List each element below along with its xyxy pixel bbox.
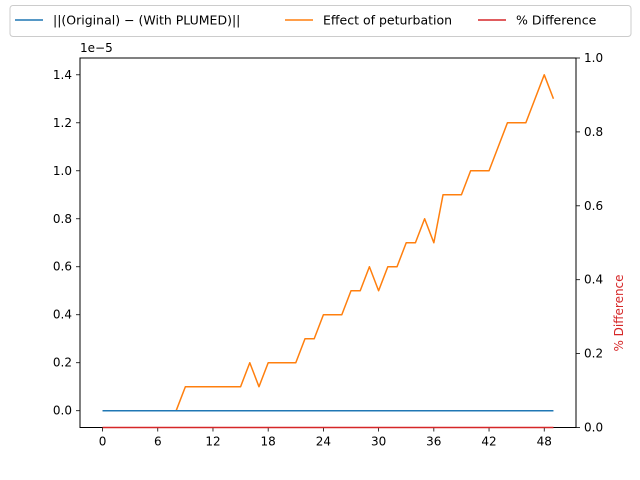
y-tick-label: 0.4 xyxy=(53,308,72,322)
y2-tick-label: 0.2 xyxy=(584,347,603,361)
x-tick-label: 6 xyxy=(154,435,162,449)
y2-tick-label: 0.6 xyxy=(584,199,603,213)
y-tick-label: 1.0 xyxy=(53,164,72,178)
y-tick-label: 1.2 xyxy=(53,116,72,130)
y-tick-label: 0.6 xyxy=(53,260,72,274)
y2-tick-label: 1.0 xyxy=(584,51,603,65)
x-tick-label: 36 xyxy=(426,435,441,449)
y2-tick-label: 0.4 xyxy=(584,273,603,287)
y-axis-right: 0.0 0.2 0.4 0.6 0.8 1.0 xyxy=(576,51,603,435)
y-tick-label: 1.4 xyxy=(53,68,72,82)
x-tick-label: 30 xyxy=(371,435,386,449)
y-scale-label: 1e−5 xyxy=(80,41,113,55)
x-tick-label: 0 xyxy=(99,435,107,449)
legend: ||(Original) − (With PLUMED)|| Effect of … xyxy=(9,5,632,37)
x-tick-label: 24 xyxy=(316,435,331,449)
y-axis-left: 0.0 0.2 0.4 0.6 0.8 1.0 1.2 1.4 xyxy=(53,68,80,418)
x-tick-label: 12 xyxy=(205,435,220,449)
x-tick-label: 48 xyxy=(537,435,552,449)
series-line-1 xyxy=(102,74,555,412)
legend-label: Effect of peturbation xyxy=(323,13,452,28)
x-tick-label: 18 xyxy=(261,435,276,449)
y-tick-label: 0.2 xyxy=(53,356,72,370)
y-tick-label: 0.8 xyxy=(53,212,72,226)
x-axis: 0 6 12 18 24 30 36 42 48 xyxy=(99,427,552,449)
y-tick-label: 0.0 xyxy=(53,404,72,418)
legend-label: % Difference xyxy=(516,13,597,28)
y2-tick-label: 0.0 xyxy=(584,421,603,435)
x-tick-label: 42 xyxy=(481,435,496,449)
y2-axis-label: % Difference xyxy=(612,274,626,351)
y2-tick-label: 0.8 xyxy=(584,125,603,139)
legend-label: ||(Original) − (With PLUMED)|| xyxy=(53,13,240,28)
legend-frame xyxy=(9,5,632,37)
series-layer xyxy=(102,74,555,429)
plot-area-frame xyxy=(79,57,577,428)
